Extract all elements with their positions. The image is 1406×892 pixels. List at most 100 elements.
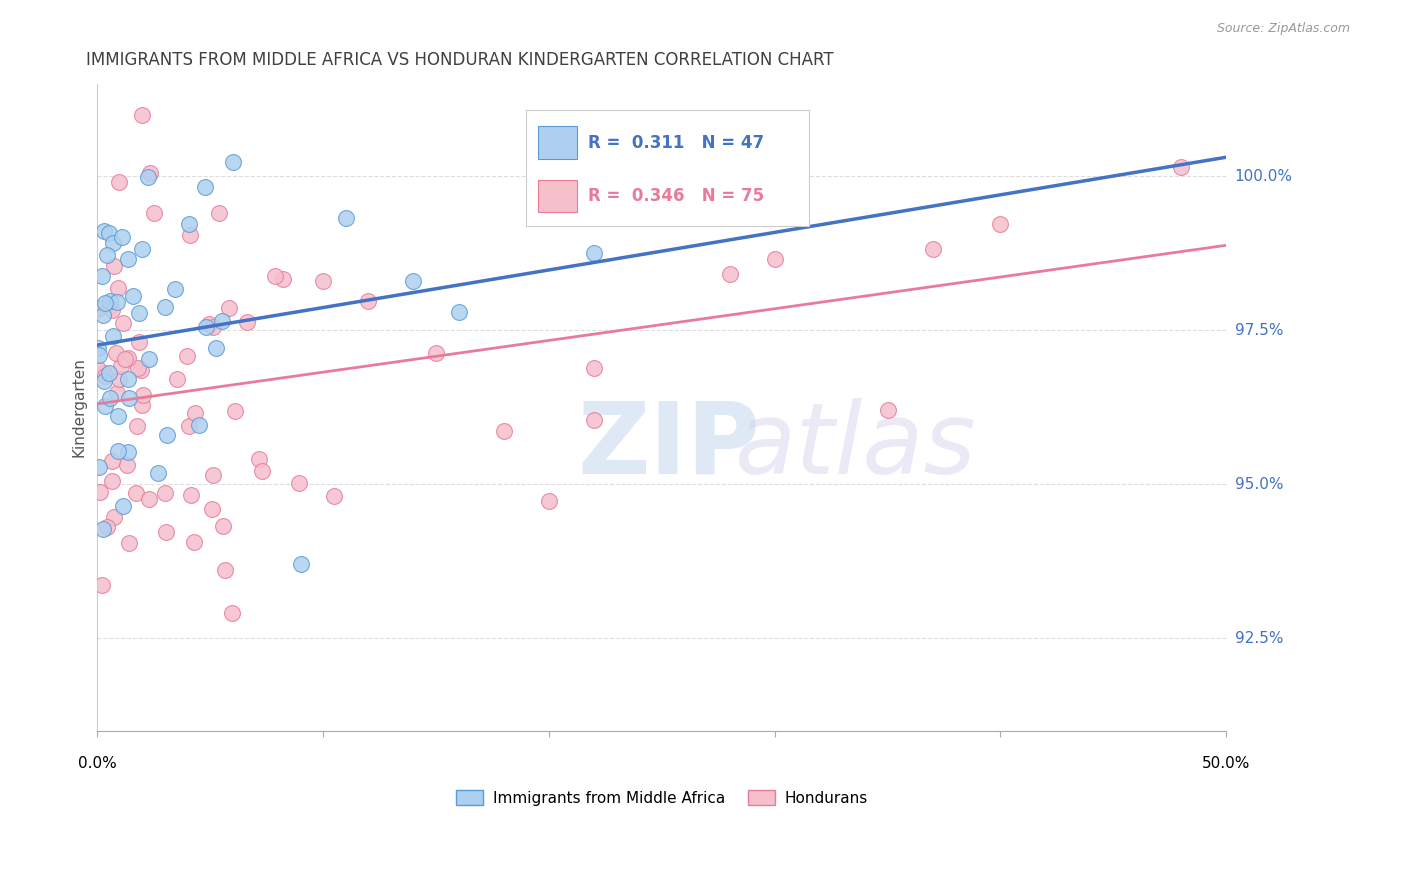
Point bbox=[583, 246, 606, 260]
Point bbox=[101, 235, 124, 250]
Point bbox=[87, 348, 110, 362]
Point bbox=[205, 342, 228, 356]
Point bbox=[201, 320, 224, 334]
Point bbox=[118, 536, 141, 550]
Point bbox=[211, 314, 233, 328]
Point bbox=[290, 557, 312, 571]
Point bbox=[105, 345, 128, 359]
Point bbox=[111, 316, 134, 330]
Point bbox=[271, 272, 294, 286]
Point bbox=[179, 418, 201, 433]
Point bbox=[98, 293, 121, 308]
Point bbox=[89, 485, 111, 500]
Point bbox=[143, 206, 166, 220]
Point bbox=[156, 428, 179, 442]
Point bbox=[212, 519, 235, 533]
Point bbox=[165, 282, 187, 296]
Point bbox=[107, 409, 129, 424]
Text: 0.0%: 0.0% bbox=[77, 756, 117, 771]
Point bbox=[131, 242, 153, 256]
Point bbox=[990, 217, 1012, 231]
Point bbox=[114, 352, 136, 367]
Point bbox=[179, 227, 201, 242]
Point bbox=[1170, 160, 1192, 174]
Point bbox=[103, 259, 125, 273]
Point bbox=[125, 419, 148, 434]
Point bbox=[115, 458, 138, 473]
Point bbox=[87, 362, 110, 376]
Point bbox=[155, 300, 177, 314]
Point bbox=[131, 108, 153, 122]
Point bbox=[155, 524, 177, 539]
Point bbox=[105, 385, 128, 400]
Point bbox=[176, 349, 198, 363]
Point bbox=[101, 303, 124, 318]
Point bbox=[127, 360, 149, 375]
Point bbox=[93, 368, 115, 383]
Point bbox=[180, 488, 202, 502]
Point bbox=[91, 268, 114, 283]
Point bbox=[188, 418, 211, 433]
Text: atlas: atlas bbox=[735, 398, 977, 495]
Point bbox=[146, 466, 169, 480]
Point bbox=[583, 361, 606, 376]
Point bbox=[166, 371, 188, 385]
Point bbox=[183, 534, 205, 549]
Point bbox=[492, 425, 515, 439]
Point bbox=[222, 155, 245, 169]
Point bbox=[138, 352, 160, 367]
Point bbox=[98, 226, 121, 240]
Point bbox=[247, 452, 270, 467]
Point bbox=[335, 211, 357, 226]
Point bbox=[177, 217, 200, 231]
Point bbox=[128, 306, 150, 320]
Point bbox=[221, 606, 243, 620]
Point bbox=[89, 460, 111, 475]
Point bbox=[89, 301, 111, 315]
Text: 92.5%: 92.5% bbox=[1234, 631, 1284, 646]
Text: 95.0%: 95.0% bbox=[1234, 477, 1284, 491]
Point bbox=[921, 243, 943, 257]
Point bbox=[218, 301, 240, 315]
Point bbox=[93, 224, 115, 238]
Text: 97.5%: 97.5% bbox=[1234, 323, 1284, 338]
Point bbox=[128, 334, 150, 349]
Point bbox=[208, 205, 231, 219]
Point bbox=[100, 475, 122, 489]
Point bbox=[236, 315, 259, 329]
Point bbox=[718, 267, 741, 281]
Point bbox=[93, 374, 115, 388]
Point bbox=[111, 229, 134, 244]
Point bbox=[105, 294, 128, 309]
Point bbox=[323, 489, 346, 503]
Point bbox=[93, 366, 115, 380]
Point bbox=[118, 392, 141, 406]
Point bbox=[357, 293, 380, 308]
Point bbox=[201, 502, 224, 516]
Point bbox=[107, 281, 129, 295]
Point bbox=[651, 197, 673, 211]
Y-axis label: Kindergarten: Kindergarten bbox=[72, 358, 86, 458]
Point bbox=[108, 175, 131, 189]
Point bbox=[98, 366, 121, 380]
Point bbox=[197, 317, 219, 331]
Point bbox=[96, 520, 118, 534]
Point bbox=[250, 464, 273, 478]
Point bbox=[287, 475, 309, 490]
Point bbox=[447, 305, 470, 319]
Point bbox=[583, 412, 606, 426]
Point bbox=[91, 522, 114, 536]
Point bbox=[110, 359, 132, 373]
Point bbox=[264, 268, 287, 283]
Point bbox=[136, 170, 159, 185]
Text: IMMIGRANTS FROM MIDDLE AFRICA VS HONDURAN KINDERGARTEN CORRELATION CHART: IMMIGRANTS FROM MIDDLE AFRICA VS HONDURA… bbox=[86, 51, 834, 69]
Point bbox=[129, 363, 152, 377]
Point bbox=[402, 274, 425, 288]
Point bbox=[94, 295, 117, 310]
Point bbox=[111, 500, 134, 514]
Point bbox=[425, 346, 447, 360]
Point bbox=[100, 391, 122, 405]
Point bbox=[132, 388, 155, 402]
Legend: Immigrants from Middle Africa, Hondurans: Immigrants from Middle Africa, Hondurans bbox=[450, 783, 873, 812]
Point bbox=[87, 341, 110, 355]
